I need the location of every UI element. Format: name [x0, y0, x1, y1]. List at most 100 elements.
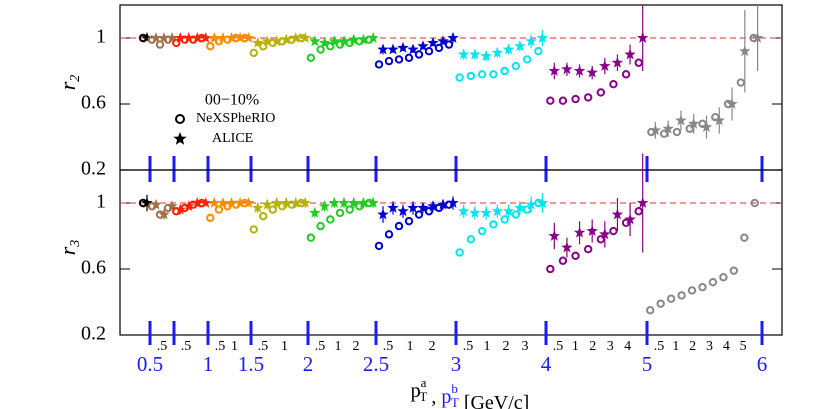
- nexspherio-point: [609, 80, 618, 89]
- alice-point: [174, 203, 186, 215]
- nexspherio-point: [558, 96, 568, 105]
- alice-point: [166, 200, 178, 212]
- nexspherio-point: [634, 207, 643, 216]
- alice-point: [586, 66, 598, 78]
- nexspherio-point: [571, 251, 580, 261]
- alice-point: [437, 198, 449, 210]
- nexspherio-point: [404, 216, 414, 226]
- alice-point: [700, 121, 713, 132]
- alice-point: [183, 32, 195, 43]
- alice-point: [225, 197, 238, 208]
- nexspherio-point: [729, 266, 739, 275]
- alice-point: [662, 122, 674, 134]
- alice-point: [348, 197, 360, 208]
- nexspherio-point: [609, 226, 618, 236]
- y-axis-label-base: r: [55, 81, 80, 90]
- pTb-tick-label: 5: [740, 339, 747, 354]
- y-tick-label: 0.2: [81, 158, 106, 180]
- x-label-sup: a: [421, 375, 427, 390]
- y-axis-label: r3: [55, 240, 83, 256]
- nexspherio-point: [326, 215, 335, 224]
- alice-point: [271, 197, 283, 208]
- alice-point: [480, 50, 492, 61]
- alice-point: [611, 56, 624, 68]
- nexspherio-point: [546, 264, 555, 274]
- nexspherio-point: [206, 213, 215, 223]
- nexspherio-point: [687, 286, 697, 295]
- alice-point: [234, 197, 246, 208]
- alice-point: [407, 201, 419, 213]
- alice-point: [387, 201, 399, 213]
- pTb-tick-label: 3: [706, 339, 713, 354]
- legend-marker: [173, 132, 187, 145]
- alice-point: [624, 48, 636, 60]
- alice-point: [573, 65, 586, 76]
- pTb-tick-label: 2: [503, 339, 510, 354]
- alice-point: [309, 206, 321, 218]
- pTb-tick-label: .5: [157, 339, 168, 354]
- x-label-sup: b: [451, 381, 458, 396]
- alice-point: [200, 197, 212, 208]
- x-tick-label: 5: [642, 352, 653, 376]
- y-tick-label: 0.6: [81, 257, 106, 279]
- alice-point: [599, 228, 611, 240]
- alice-point: [328, 35, 340, 47]
- y-tick-label: 1: [96, 191, 106, 213]
- x-label-sub: T: [451, 395, 459, 409]
- alice-point: [200, 32, 212, 43]
- pTb-tick-label: 2: [429, 339, 436, 354]
- alice-point: [280, 33, 292, 45]
- pTb-tick-label: 4: [723, 339, 730, 354]
- alice-point: [502, 43, 515, 55]
- y-tick-label: 0.6: [81, 92, 106, 114]
- x-tick-label: 2.5: [363, 352, 389, 376]
- alice-point: [447, 197, 459, 208]
- nexspherio-point: [522, 55, 532, 64]
- nexspherio-point: [466, 235, 476, 244]
- alice-point: [225, 32, 238, 43]
- x-tick-label: 3: [451, 352, 462, 376]
- nexspherio-point: [316, 45, 325, 54]
- pTb-tick-label: 4: [624, 339, 631, 354]
- nexspherio-point: [659, 129, 669, 138]
- alice-point: [457, 205, 470, 217]
- alice-point: [150, 32, 162, 43]
- x-label-unit: [GeV/c]: [464, 392, 530, 409]
- nexspherio-point: [249, 48, 258, 58]
- alice-point: [290, 197, 302, 208]
- nexspherio-point: [466, 71, 476, 81]
- y-tick-label: 1: [96, 26, 106, 48]
- nexspherio-point: [394, 55, 404, 64]
- nexspherio-point: [404, 53, 414, 62]
- nexspherio-point: [434, 203, 444, 213]
- alice-point: [548, 230, 560, 241]
- alice-point: [150, 198, 162, 210]
- alice-point: [514, 201, 526, 213]
- alice-point: [271, 35, 283, 47]
- nexspherio-point: [206, 42, 215, 51]
- alice-point: [318, 200, 331, 212]
- nexspherio-point: [750, 198, 759, 208]
- nexspherio-point: [155, 40, 165, 49]
- alice-point: [397, 41, 409, 53]
- plot-frame: [119, 169, 783, 336]
- alice-point: [217, 197, 229, 208]
- alice-point: [299, 197, 311, 208]
- pTb-tick-label: 1: [407, 339, 414, 354]
- nexspherio-point: [621, 70, 631, 79]
- alice-point: [191, 32, 203, 43]
- nexspherio-point: [414, 210, 424, 219]
- nexspherio-point: [656, 299, 665, 308]
- nexspherio-point: [394, 221, 404, 231]
- pTb-tick-label: 3: [522, 339, 529, 354]
- alice-point: [234, 32, 246, 43]
- nexspherio-point: [511, 61, 521, 71]
- y-axis-label: r2: [55, 75, 83, 91]
- alice-point: [637, 32, 649, 43]
- nexspherio-point: [666, 294, 676, 303]
- legend-label: NeXSPheRIO: [196, 111, 275, 126]
- alice-point: [338, 35, 350, 47]
- legend-title: 00−10%: [205, 92, 259, 109]
- x-tick-label: 6: [757, 352, 768, 376]
